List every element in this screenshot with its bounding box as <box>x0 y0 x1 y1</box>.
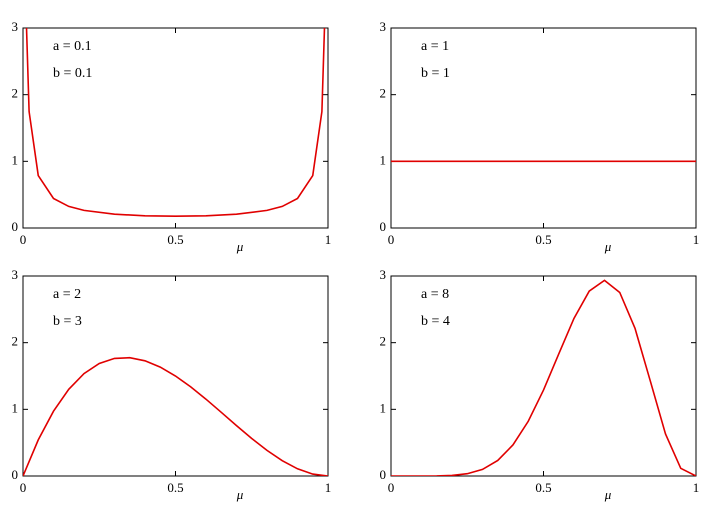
x-tick-label: 1 <box>693 480 700 495</box>
y-tick-label: 3 <box>12 19 19 34</box>
annotation: a = 8 <box>421 287 449 302</box>
annotation: a = 0.1 <box>53 39 92 54</box>
plot-frame <box>22 27 329 229</box>
y-tick-label: 0 <box>380 219 387 234</box>
x-axis-label: μ <box>236 487 244 502</box>
y-tick-label: 1 <box>380 152 387 167</box>
annotation: b = 4 <box>421 314 450 329</box>
x-tick-label: 0.5 <box>535 480 551 495</box>
y-tick-label: 3 <box>12 267 19 282</box>
x-tick-label: 0 <box>388 232 395 247</box>
y-tick-label: 0 <box>380 467 387 482</box>
curve <box>25 28 326 218</box>
plot-frame <box>390 275 697 477</box>
annotation: a = 1 <box>421 39 449 54</box>
x-axis-label: μ <box>236 239 244 254</box>
x-tick-label: 0.5 <box>535 232 551 247</box>
x-tick-label: 0.5 <box>167 232 183 247</box>
y-tick-label: 0 <box>12 219 19 234</box>
annotation: b = 3 <box>53 314 82 329</box>
x-tick-label: 1 <box>325 232 332 247</box>
x-tick-label: 0.5 <box>167 480 183 495</box>
annotation: a = 2 <box>53 287 81 302</box>
y-tick-label: 3 <box>380 267 387 282</box>
y-tick-label: 2 <box>380 86 387 101</box>
y-tick-label: 2 <box>380 334 387 349</box>
x-tick-label: 0 <box>388 480 395 495</box>
x-axis-label: μ <box>604 239 612 254</box>
curve <box>23 356 328 476</box>
y-tick-label: 3 <box>380 19 387 34</box>
curve <box>391 279 696 476</box>
y-tick-label: 1 <box>380 400 387 415</box>
annotation: b = 0.1 <box>53 66 92 81</box>
y-tick-label: 1 <box>12 152 19 167</box>
x-tick-label: 1 <box>325 480 332 495</box>
y-tick-label: 1 <box>12 400 19 415</box>
y-tick-label: 2 <box>12 86 19 101</box>
y-tick-label: 0 <box>12 467 19 482</box>
x-tick-label: 0 <box>20 232 27 247</box>
plot-frame <box>390 27 697 229</box>
y-tick-label: 2 <box>12 334 19 349</box>
x-axis-label: μ <box>604 487 612 502</box>
x-tick-label: 0 <box>20 480 27 495</box>
x-tick-label: 1 <box>693 232 700 247</box>
annotation: b = 1 <box>421 66 450 81</box>
